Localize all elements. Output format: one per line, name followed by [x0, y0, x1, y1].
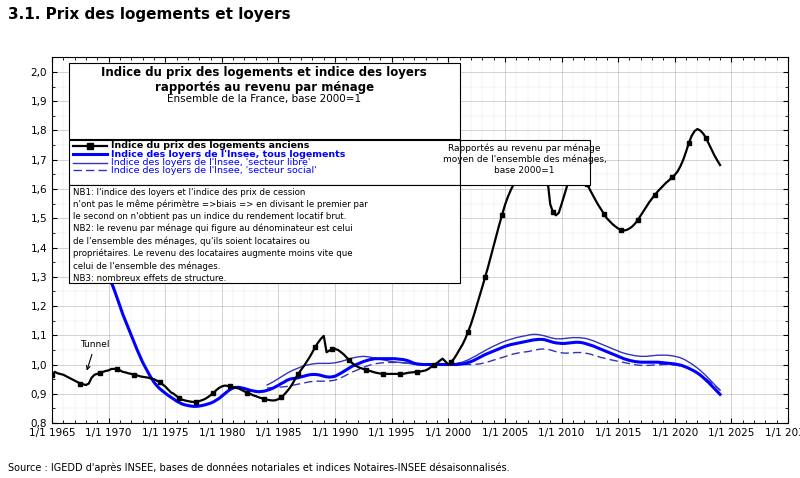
- Text: rapportés au revenu par ménage: rapportés au revenu par ménage: [154, 81, 374, 94]
- Text: Rapportés au revenu par ménage
moyen de l'ensemble des ménages,
base 2000=1: Rapportés au revenu par ménage moyen de …: [443, 144, 606, 174]
- Text: NB1: l'indice des loyers et l'indice des prix de cession
n'ont pas le même périm: NB1: l'indice des loyers et l'indice des…: [73, 187, 368, 282]
- Text: Indice des loyers de l'Insee, tous logements: Indice des loyers de l'Insee, tous logem…: [110, 150, 345, 159]
- Text: Indice des loyers de l'Insee, 'secteur social': Indice des loyers de l'Insee, 'secteur s…: [110, 166, 316, 175]
- Text: Indice du prix des logements anciens: Indice du prix des logements anciens: [110, 141, 309, 150]
- Text: Indice des loyers de l'Insee, 'secteur libre': Indice des loyers de l'Insee, 'secteur l…: [110, 158, 310, 167]
- Text: Tunnel: Tunnel: [80, 340, 110, 369]
- Text: Indice du prix des logements et indice des loyers: Indice du prix des logements et indice d…: [102, 65, 427, 78]
- Text: Source : IGEDD d'après INSEE, bases de données notariales et indices Notaires-IN: Source : IGEDD d'après INSEE, bases de d…: [8, 463, 510, 473]
- Text: 3.1. Prix des logements et loyers: 3.1. Prix des logements et loyers: [8, 7, 290, 22]
- Text: Ensemble de la France, base 2000=1: Ensemble de la France, base 2000=1: [167, 94, 362, 104]
